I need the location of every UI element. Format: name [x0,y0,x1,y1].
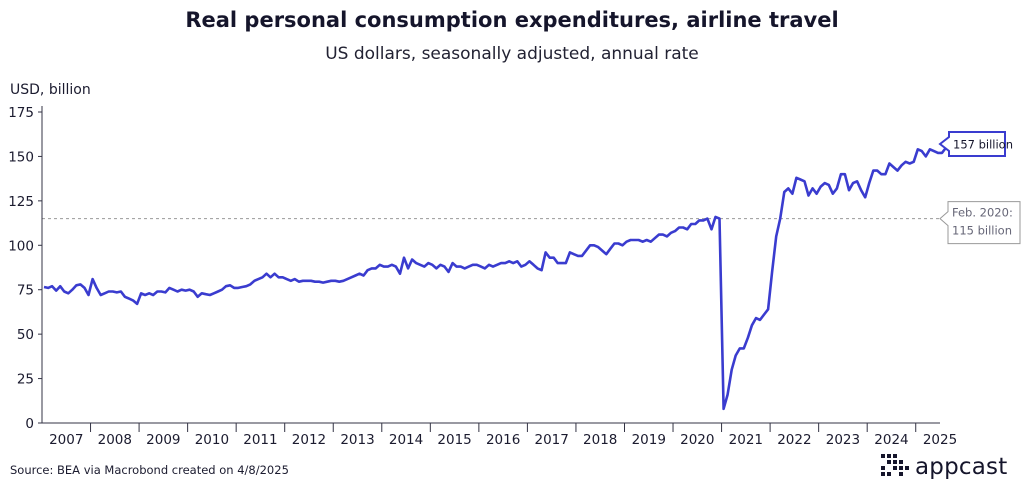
x-tick-label: 2007 [49,432,83,448]
end-value-callout-box [938,130,1006,157]
end-value-label: 157 billion [953,137,1013,151]
x-tick-label: 2020 [680,432,714,448]
series-line [43,142,959,411]
x-tick-label: 2025 [923,432,957,448]
y-tick-label: 75 [17,283,34,299]
y-tick-label: 50 [17,327,34,343]
y-axis-label: USD, billion [10,82,91,98]
y-tick-label: 25 [17,372,34,388]
x-tick-label: 2024 [874,432,908,448]
x-tick-label: 2008 [98,432,132,448]
x-tick-label: 2019 [632,432,666,448]
x-tick-label: 2015 [437,432,471,448]
x-tick-label: 2012 [292,432,326,448]
y-tick-label: 175 [8,105,34,121]
x-tick-label: 2009 [146,432,180,448]
reference-callout-text: Feb. 2020: [952,206,1013,220]
x-tick-label: 2016 [486,432,520,448]
appcast-logo-text: appcast [915,454,1008,480]
x-tick-label: 2023 [826,432,860,448]
chart-subtitle: US dollars, seasonally adjusted, annual … [325,44,699,64]
appcast-logo: appcast [881,452,1007,482]
y-tick-label: 150 [8,149,34,165]
y-tick-label: 0 [25,416,34,432]
source-note: Source: BEA via Macrobond created on 4/8… [10,463,289,477]
chart-title: Real personal consumption expenditures, … [185,8,839,32]
y-tick-label: 125 [8,194,34,210]
x-tick-label: 2014 [389,432,423,448]
reference-callout-box [939,201,1021,245]
x-tick-label: 2010 [195,432,229,448]
x-tick-label: 2013 [340,432,374,448]
x-tick-label: 2021 [729,432,763,448]
x-tick-label: 2018 [583,432,617,448]
x-tick-label: 2022 [777,432,811,448]
appcast-logo-mark-icon [881,454,909,476]
x-tick-label: 2017 [534,432,568,448]
x-tick-label: 2011 [243,432,277,448]
reference-callout-text: 115 billion [952,224,1012,238]
y-tick-label: 100 [8,238,34,254]
